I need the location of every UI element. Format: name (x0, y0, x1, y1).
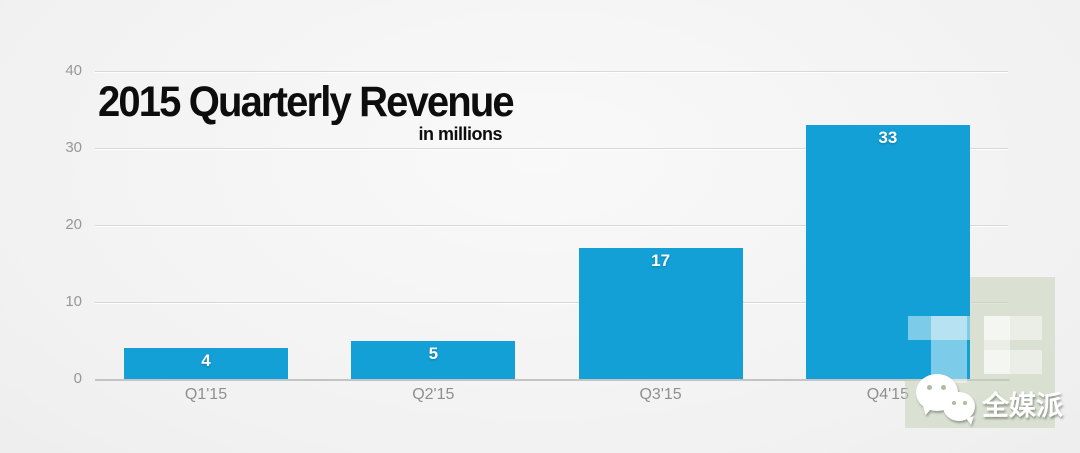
wechat-eye-icon (952, 401, 956, 405)
gridline-y-20 (95, 225, 1008, 226)
bar-q215: 5 (351, 340, 516, 379)
y-axis-tick-label: 40 (65, 62, 82, 79)
x-axis-tick-label: Q1'15 (184, 386, 228, 403)
y-axis-tick-label: 20 (65, 216, 82, 233)
bar-q315: 17 (578, 248, 743, 379)
chart-subtitle: in millions (418, 124, 502, 144)
wechat-bubble-small (943, 392, 976, 426)
tc-letter-t-stem-icon (931, 316, 967, 383)
wechat-eye-icon (941, 385, 946, 390)
tc-letter-c-spine-icon (984, 316, 1010, 374)
wechat-eye-icon (927, 385, 932, 390)
x-axis-tick-label: Q4'15 (866, 386, 909, 403)
chart-title: 2015 Quarterly Revenue (98, 78, 515, 126)
wechat-account-name: 全媒派 (982, 391, 1063, 421)
bar-value-label: 33 (878, 127, 898, 147)
y-axis-tick-label: 0 (73, 370, 82, 387)
tc-letter-c-bottom-icon (984, 350, 1042, 374)
tc-letter-t-bar-icon (908, 316, 970, 340)
wechat-icon (916, 374, 976, 426)
y-axis-tick-label: 30 (65, 139, 82, 156)
gridline-y-10 (95, 302, 1008, 303)
wechat-eye-icon (963, 401, 967, 405)
wechat-bubble-tail (919, 404, 933, 417)
bar-value-label: 4 (201, 351, 211, 371)
x-axis-tick-label: Q2'15 (412, 386, 455, 403)
bar-q115: 4 (124, 348, 288, 379)
bar-value-label: 17 (651, 251, 671, 271)
bar-q415: 33 (805, 124, 970, 379)
x-axis-line (95, 379, 1010, 381)
x-axis-tick-label: Q3'15 (639, 386, 682, 403)
gridline-y-40 (95, 71, 1008, 72)
gridline-y-30 (95, 148, 1008, 149)
tc-letter-c-top-icon (984, 316, 1042, 340)
y-axis-tick-label: 10 (65, 293, 82, 310)
bar-value-label: 5 (428, 343, 439, 363)
